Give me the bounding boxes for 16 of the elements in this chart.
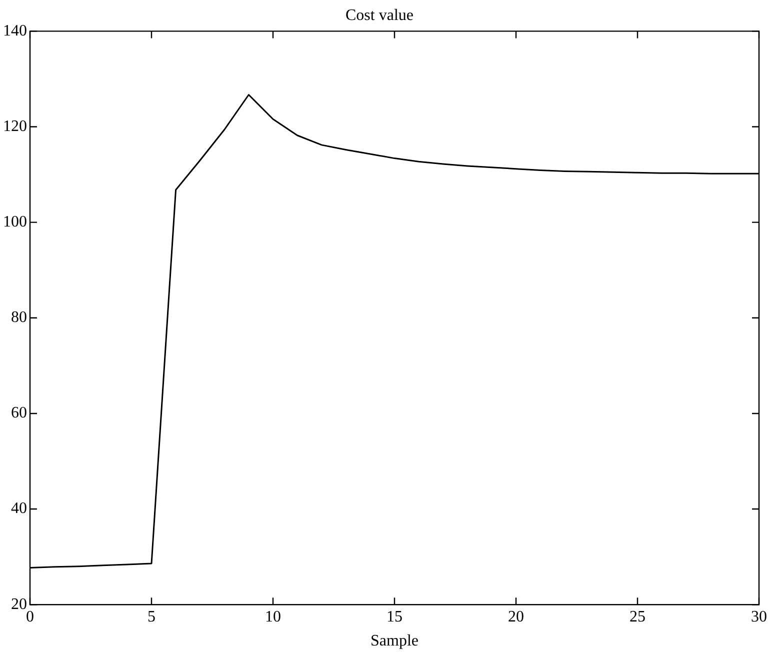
- y-tick-label: 40: [11, 500, 27, 518]
- y-tick-label: 140: [3, 22, 27, 40]
- y-tick-label: 100: [3, 214, 27, 231]
- x-tick-label: 0: [26, 608, 34, 626]
- x-tick-label: 25: [630, 608, 646, 626]
- x-tick-label: 15: [386, 608, 402, 626]
- x-tick-label: 20: [508, 608, 524, 626]
- chart-title: Cost value: [346, 6, 414, 24]
- y-tick-label: 20: [11, 596, 27, 613]
- x-tick-label: 10: [265, 608, 281, 626]
- y-tick-label: 60: [11, 404, 27, 422]
- y-tick-label: 80: [11, 309, 27, 326]
- x-tick-label: 5: [148, 608, 156, 626]
- x-tick-label: 30: [751, 608, 767, 626]
- x-axis-title: Sample: [370, 632, 418, 650]
- y-tick-label: 120: [3, 118, 27, 135]
